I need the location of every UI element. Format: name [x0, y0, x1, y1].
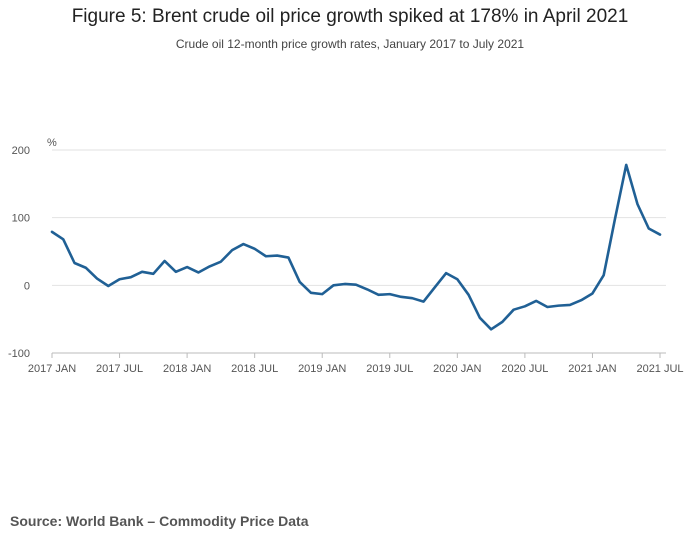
x-tick-label: 2017 JUL — [96, 363, 143, 375]
data-point — [366, 288, 368, 290]
data-point — [208, 265, 210, 267]
data-point — [569, 304, 571, 306]
x-tick-label: 2021 JUL — [636, 363, 683, 375]
data-point — [659, 233, 661, 235]
data-point — [445, 272, 447, 274]
data-point — [636, 203, 638, 205]
data-point — [62, 238, 64, 240]
data-point — [625, 164, 627, 166]
data-point — [118, 278, 120, 280]
data-point — [186, 266, 188, 268]
data-point — [648, 227, 650, 229]
data-point — [591, 292, 593, 294]
data-point — [355, 283, 357, 285]
x-tick-label: 2021 JAN — [568, 363, 616, 375]
data-point — [400, 296, 402, 298]
data-point — [152, 273, 154, 275]
data-point — [614, 218, 616, 220]
data-point — [321, 293, 323, 295]
x-tick-label: 2018 JUL — [231, 363, 278, 375]
data-point — [242, 243, 244, 245]
data-point — [456, 278, 458, 280]
data-point — [231, 249, 233, 251]
data-point — [557, 304, 559, 306]
data-point — [253, 248, 255, 250]
data-point — [107, 285, 109, 287]
x-tick-label: 2020 JAN — [433, 363, 481, 375]
data-point — [422, 300, 424, 302]
data-point — [96, 277, 98, 279]
data-point — [411, 297, 413, 299]
data-point — [377, 294, 379, 296]
data-point — [603, 274, 605, 276]
x-axis: 2017 JAN 2017 JUL 2018 JAN 2018 JUL 2019 JAN… — [28, 353, 684, 375]
gridlines — [52, 149, 666, 354]
data-point — [310, 292, 312, 294]
y-tick-label: 100 — [12, 213, 30, 225]
data-point — [130, 276, 132, 278]
data-point — [276, 254, 278, 256]
data-point — [524, 305, 526, 307]
source-note: Source: World Bank – Commodity Price Dat… — [10, 513, 309, 529]
y-axis-label: % — [47, 137, 57, 149]
y-axis: -100 0 100 200 — [8, 145, 30, 360]
data-point — [512, 308, 514, 310]
data-point — [344, 283, 346, 285]
series-group — [50, 163, 662, 331]
data-point — [580, 299, 582, 301]
data-point — [73, 262, 75, 264]
data-point — [287, 256, 289, 258]
x-tick-label: 2018 JAN — [163, 363, 211, 375]
data-point — [501, 321, 503, 323]
data-point — [85, 267, 87, 269]
data-point — [141, 271, 143, 273]
data-point — [434, 286, 436, 288]
y-tick-label: 0 — [24, 280, 30, 292]
data-point — [220, 260, 222, 262]
chart-title: Figure 5: Brent crude oil price growth s… — [71, 6, 629, 27]
data-point — [163, 260, 165, 262]
data-point — [490, 328, 492, 330]
chart-subtitle: Crude oil 12-month price growth rates, J… — [175, 37, 525, 51]
data-point — [265, 255, 267, 257]
x-tick-label: 2019 JUL — [366, 363, 413, 375]
data-point — [299, 281, 301, 283]
series-line — [50, 163, 662, 331]
data-point — [332, 284, 334, 286]
x-tick-label: 2020 JUL — [501, 363, 548, 375]
y-tick-label: 200 — [12, 145, 30, 157]
x-tick-label: 2017 JAN — [28, 363, 76, 375]
data-point — [535, 300, 537, 302]
data-point — [389, 293, 391, 295]
data-point — [51, 231, 53, 233]
data-point — [197, 271, 199, 273]
data-point — [175, 271, 177, 273]
data-point — [546, 306, 548, 308]
y-tick-label: -100 — [8, 348, 30, 360]
x-tick-label: 2019 JAN — [298, 363, 346, 375]
data-point — [479, 317, 481, 319]
data-point — [467, 294, 469, 296]
